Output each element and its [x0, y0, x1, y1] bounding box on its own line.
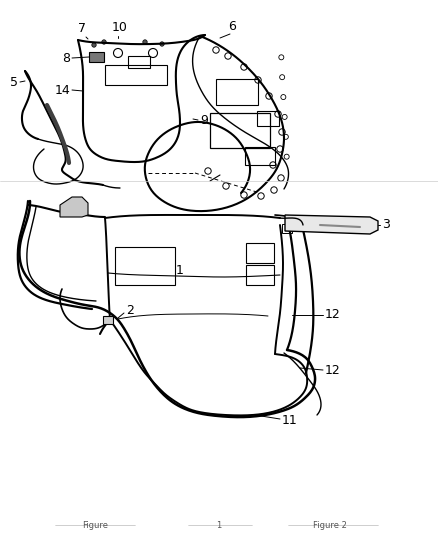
Text: 12: 12 [325, 365, 341, 377]
Polygon shape [60, 197, 88, 217]
Text: 8: 8 [62, 52, 70, 66]
Bar [64, 207, 74, 216]
Bar [105, 65, 167, 85]
Bar [210, 113, 270, 148]
Text: Figure: Figure [82, 521, 108, 529]
Bar [115, 247, 175, 285]
Text: 1: 1 [176, 264, 184, 278]
Bar [89, 52, 104, 62]
Text: 12: 12 [325, 309, 341, 321]
Bar [246, 243, 274, 263]
Text: 5: 5 [10, 77, 18, 90]
Bar [103, 316, 113, 324]
Bar [128, 56, 150, 68]
Bar [245, 147, 275, 165]
Circle shape [92, 43, 96, 47]
Circle shape [160, 42, 164, 46]
Text: 7: 7 [78, 22, 86, 35]
Circle shape [102, 40, 106, 44]
Text: Figure 2: Figure 2 [313, 521, 347, 529]
Polygon shape [285, 215, 378, 234]
Text: 14: 14 [54, 84, 70, 96]
Text: 2: 2 [126, 304, 134, 318]
Text: 1: 1 [216, 521, 222, 529]
Bar [246, 265, 274, 285]
Text: 6: 6 [228, 20, 236, 33]
Text: 3: 3 [382, 219, 390, 231]
Text: 11: 11 [282, 414, 298, 426]
Bar [282, 224, 292, 233]
Bar [257, 111, 279, 126]
Bar [216, 79, 258, 105]
Text: 9: 9 [200, 114, 208, 126]
Circle shape [143, 40, 147, 44]
Text: 10: 10 [112, 21, 128, 34]
